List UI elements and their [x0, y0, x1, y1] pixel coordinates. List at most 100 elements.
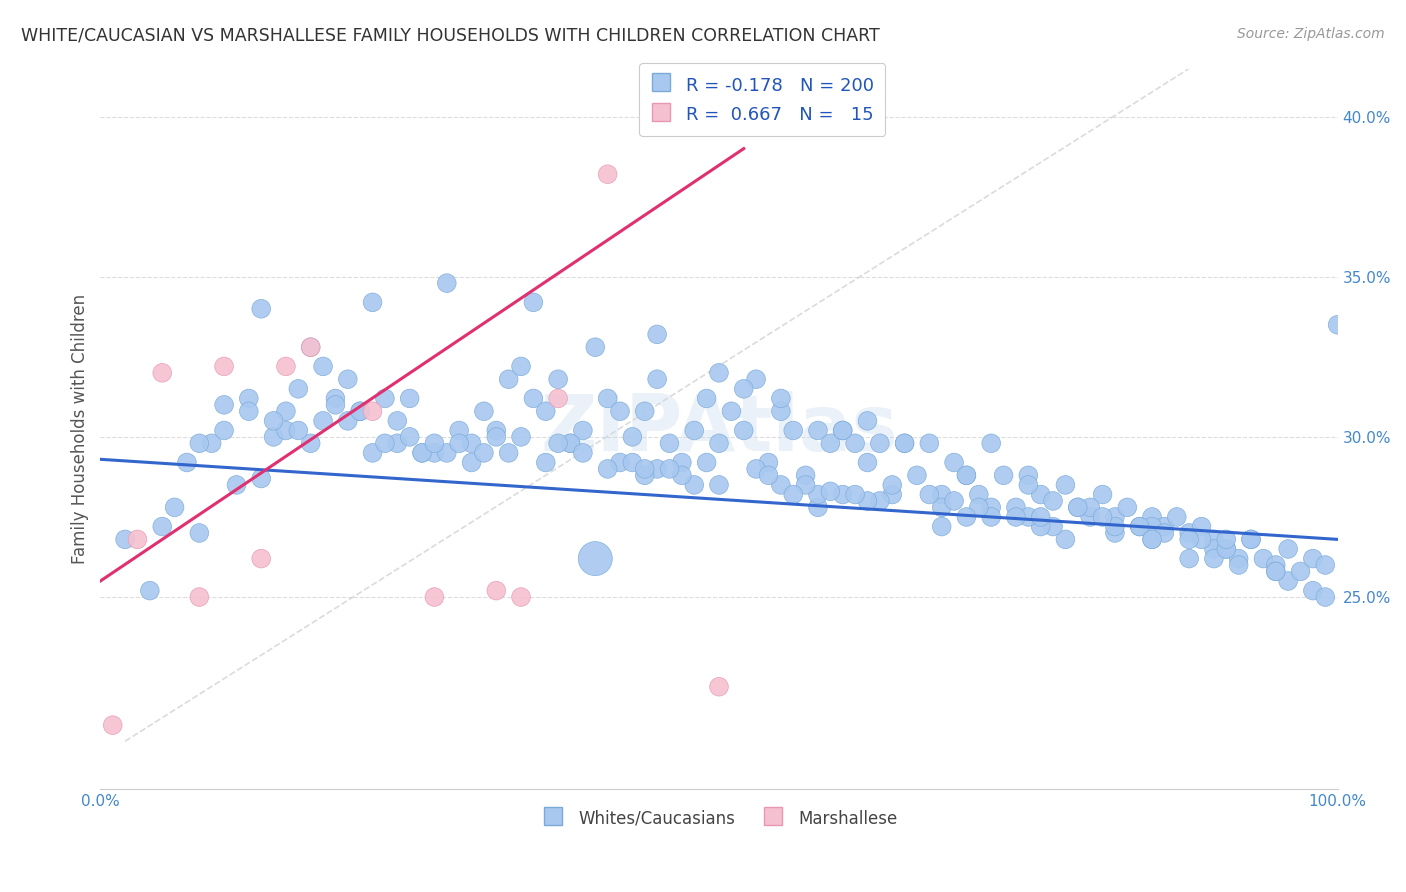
Point	[436, 276, 458, 290]
Point	[1140, 533, 1163, 547]
Point	[707, 478, 730, 492]
Point	[1178, 533, 1201, 547]
Point	[905, 468, 928, 483]
Point	[312, 359, 335, 374]
Point	[101, 718, 124, 732]
Point	[1078, 510, 1101, 524]
Point	[560, 436, 582, 450]
Point	[707, 680, 730, 694]
Point	[1116, 500, 1139, 515]
Point	[1054, 533, 1077, 547]
Point	[807, 487, 830, 501]
Point	[745, 462, 768, 476]
Point	[1129, 519, 1152, 533]
Point	[967, 500, 990, 515]
Point	[361, 446, 384, 460]
Text: ZIPAtlas: ZIPAtlas	[540, 391, 898, 467]
Point	[498, 372, 520, 386]
Point	[510, 430, 533, 444]
Point	[621, 430, 644, 444]
Point	[522, 295, 544, 310]
Point	[374, 392, 396, 406]
Point	[671, 468, 693, 483]
Point	[807, 500, 830, 515]
Point	[1227, 558, 1250, 572]
Point	[1017, 510, 1039, 524]
Point	[522, 392, 544, 406]
Point	[201, 436, 224, 450]
Point	[893, 436, 915, 450]
Point	[893, 436, 915, 450]
Point	[980, 500, 1002, 515]
Point	[114, 533, 136, 547]
Point	[820, 484, 842, 499]
Point	[411, 446, 433, 460]
Point	[1078, 500, 1101, 515]
Point	[560, 436, 582, 450]
Point	[263, 414, 285, 428]
Point	[831, 424, 853, 438]
Point	[634, 462, 657, 476]
Point	[263, 430, 285, 444]
Point	[1029, 510, 1052, 524]
Point	[387, 414, 409, 428]
Point	[1067, 500, 1090, 515]
Point	[758, 468, 780, 483]
Point	[336, 414, 359, 428]
Point	[769, 478, 792, 492]
Point	[274, 404, 297, 418]
Point	[1054, 478, 1077, 492]
Point	[460, 456, 482, 470]
Point	[1302, 583, 1324, 598]
Point	[1153, 526, 1175, 541]
Point	[820, 436, 842, 450]
Point	[1191, 533, 1213, 547]
Point	[238, 404, 260, 418]
Text: WHITE/CAUCASIAN VS MARSHALLESE FAMILY HOUSEHOLDS WITH CHILDREN CORRELATION CHART: WHITE/CAUCASIAN VS MARSHALLESE FAMILY HO…	[21, 27, 880, 45]
Point	[1104, 519, 1126, 533]
Point	[485, 583, 508, 598]
Point	[769, 404, 792, 418]
Point	[212, 424, 235, 438]
Point	[1202, 541, 1225, 556]
Point	[844, 487, 866, 501]
Point	[225, 478, 247, 492]
Point	[980, 436, 1002, 450]
Point	[498, 446, 520, 460]
Point	[387, 436, 409, 450]
Point	[1029, 487, 1052, 501]
Point	[955, 510, 977, 524]
Point	[1042, 519, 1064, 533]
Point	[707, 436, 730, 450]
Point	[856, 494, 879, 508]
Point	[696, 392, 718, 406]
Point	[238, 392, 260, 406]
Point	[274, 359, 297, 374]
Point	[993, 468, 1015, 483]
Point	[583, 340, 606, 354]
Point	[349, 404, 371, 418]
Point	[325, 392, 347, 406]
Point	[212, 359, 235, 374]
Point	[336, 372, 359, 386]
Point	[163, 500, 186, 515]
Point	[472, 446, 495, 460]
Point	[1140, 510, 1163, 524]
Point	[510, 359, 533, 374]
Point	[1005, 510, 1028, 524]
Point	[1029, 519, 1052, 533]
Point	[931, 519, 953, 533]
Point	[547, 436, 569, 450]
Point	[1315, 590, 1337, 604]
Point	[547, 392, 569, 406]
Point	[299, 436, 322, 450]
Point	[1104, 510, 1126, 524]
Point	[398, 430, 420, 444]
Point	[596, 392, 619, 406]
Point	[1215, 541, 1237, 556]
Point	[572, 424, 595, 438]
Point	[188, 436, 211, 450]
Point	[423, 446, 446, 460]
Point	[856, 414, 879, 428]
Point	[1315, 558, 1337, 572]
